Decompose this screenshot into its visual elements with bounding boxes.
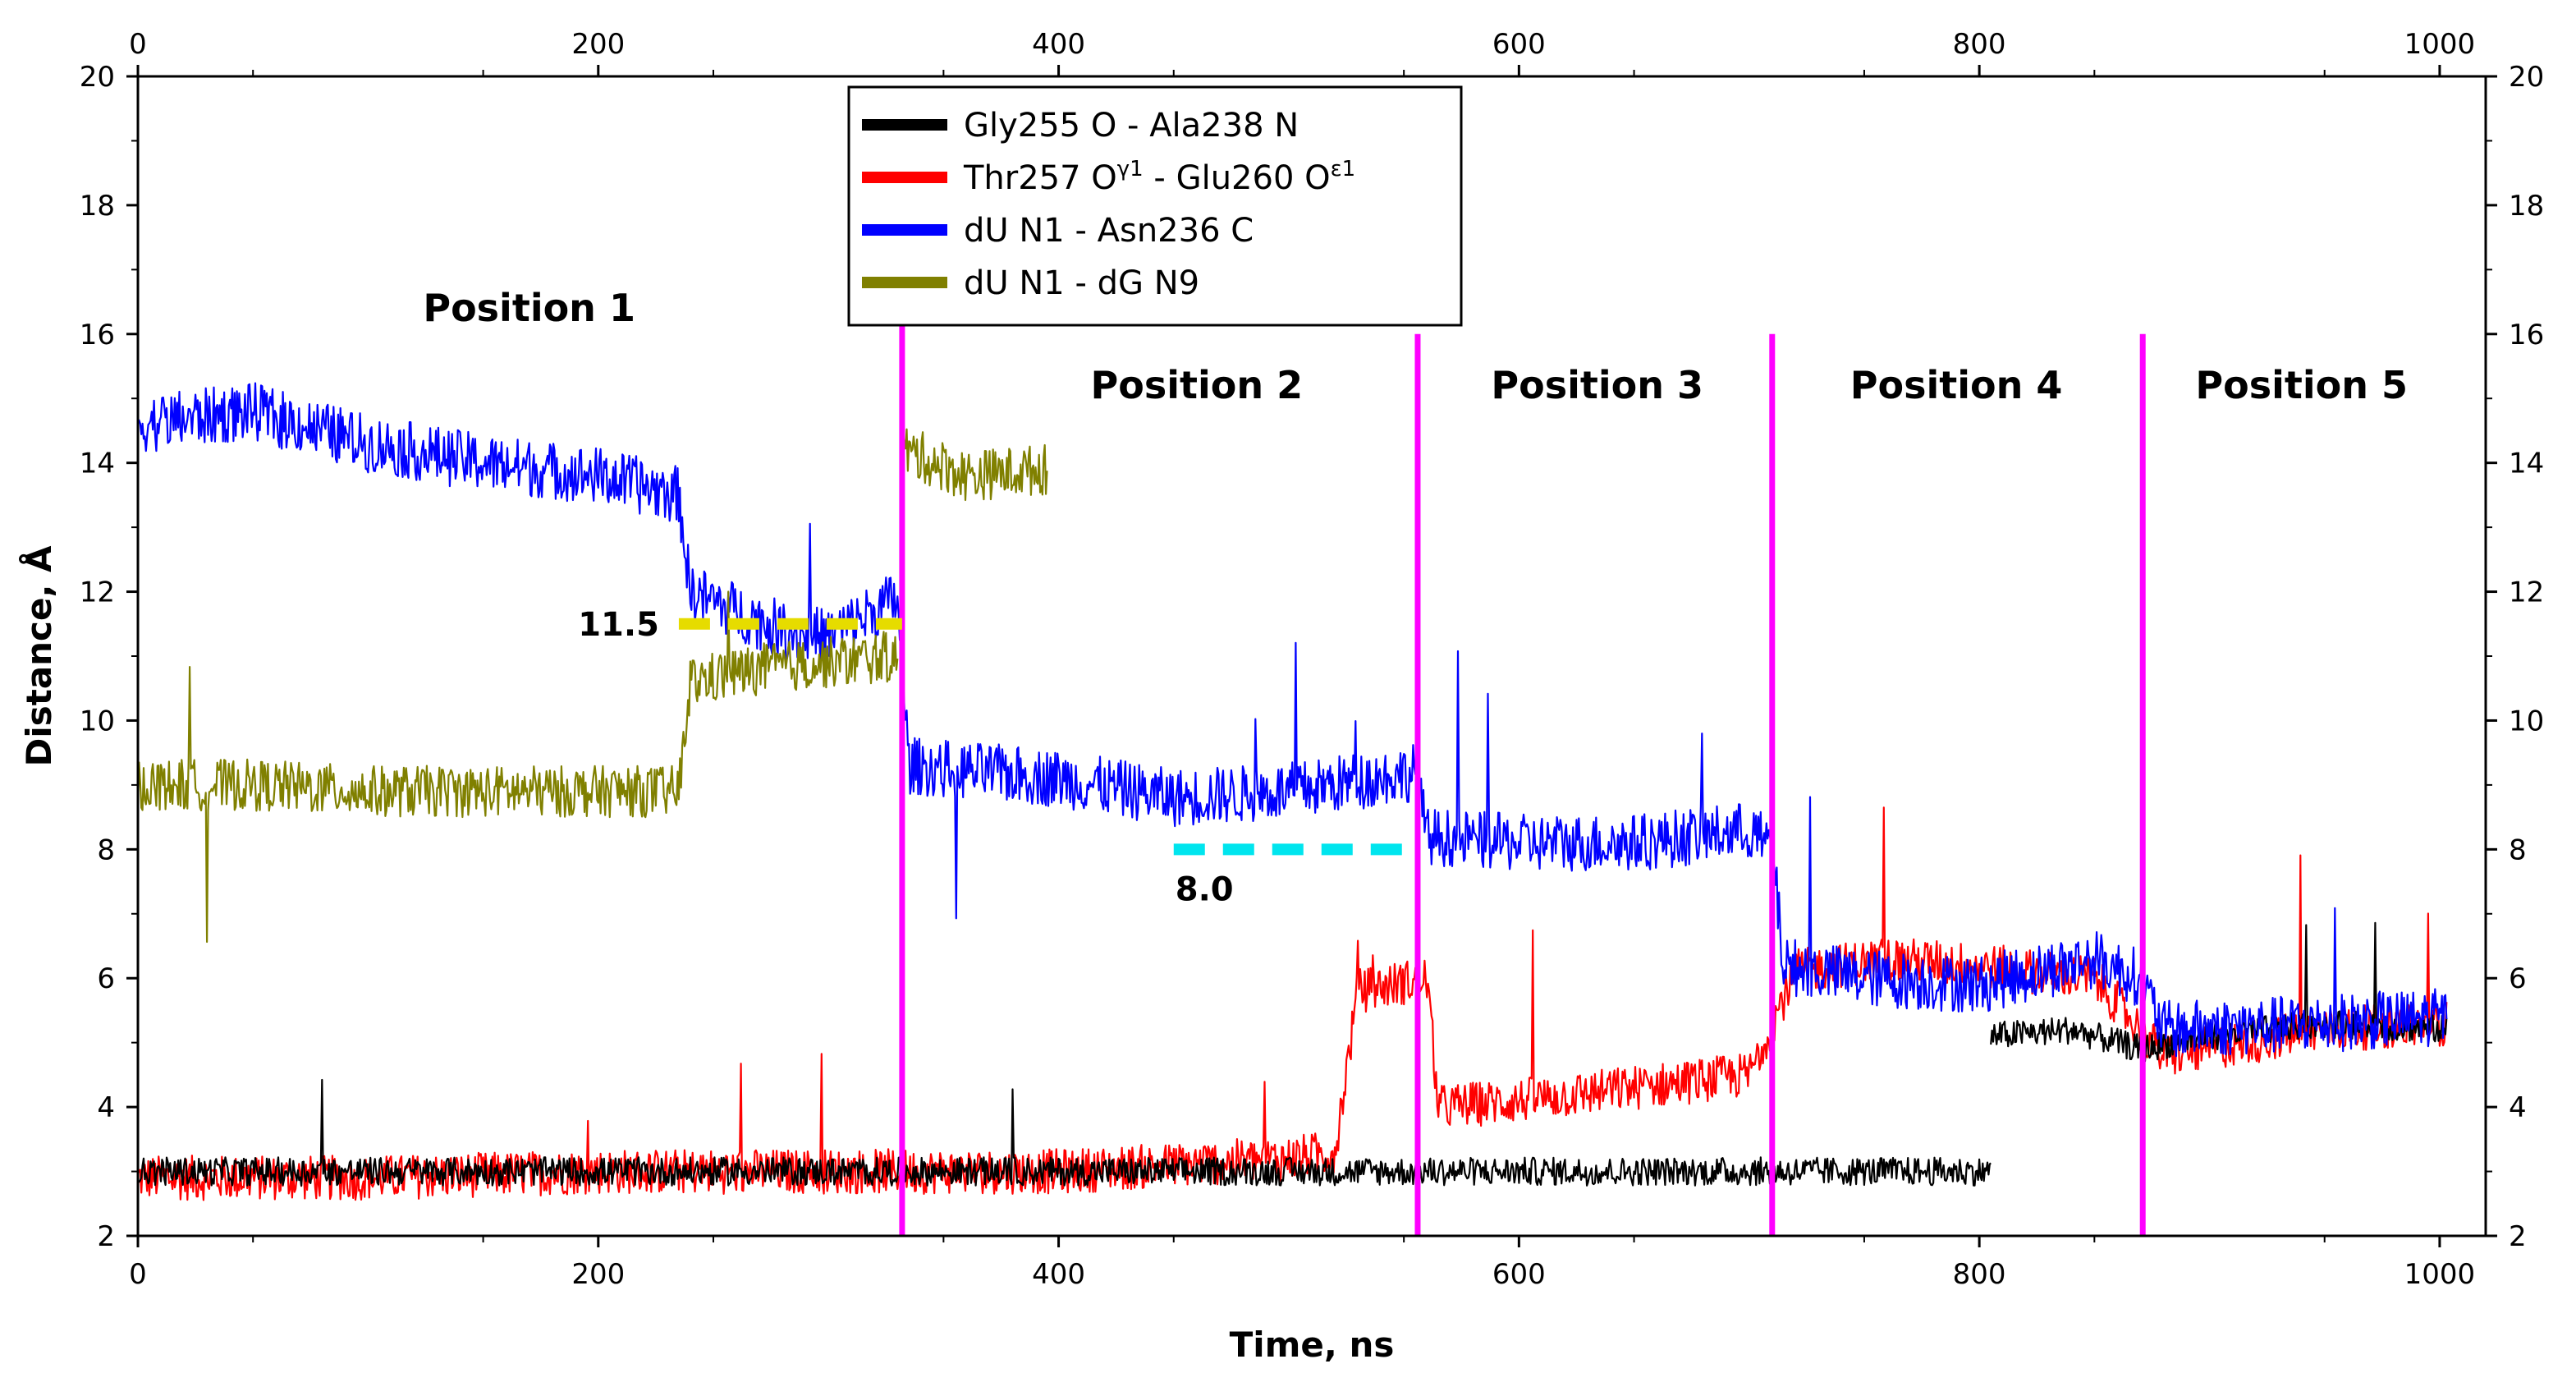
x-tick-label-top-1: 200 bbox=[571, 28, 625, 61]
y-tick-label-right-9: 20 bbox=[2509, 61, 2544, 94]
x-tick-label-top-3: 600 bbox=[1492, 28, 1546, 61]
x-tick-label-bottom-3: 600 bbox=[1492, 1258, 1546, 1291]
x-tick-label-top-2: 400 bbox=[1032, 28, 1085, 61]
region-labels: Position 1 Position 2 Position 3 Position 4… bbox=[423, 286, 2408, 407]
x-axis-label: Time, ns bbox=[1230, 1325, 1395, 1365]
legend: Gly255 O - Ala238 N Thr257 Oγ1 - Glu260 O… bbox=[847, 85, 1463, 327]
region-label-1: Position 1 bbox=[423, 286, 635, 330]
series-3-segment-0-trace bbox=[136, 590, 899, 944]
y-tick-label-left-8: 18 bbox=[80, 190, 115, 223]
region-label-3: Position 3 bbox=[1491, 363, 1703, 407]
y-tick-label-left-6: 14 bbox=[80, 448, 115, 480]
y-tick-label-right-7: 16 bbox=[2509, 319, 2544, 351]
series-3-segment-1-trace bbox=[903, 428, 1048, 502]
y-tick-label-left-5: 12 bbox=[80, 576, 115, 609]
x-tick-label-top-4: 800 bbox=[1953, 28, 2006, 61]
y-tick-label-left-4: 10 bbox=[80, 705, 115, 737]
y-tick-label-right-1: 4 bbox=[2509, 1091, 2527, 1124]
series-2-segment-0-trace bbox=[137, 382, 2448, 1058]
legend-label-0: Gly255 O - Ala238 N bbox=[964, 107, 1299, 145]
legend-label-3: dU N1 - dG N9 bbox=[964, 264, 1199, 302]
y-tick-label-right-2: 6 bbox=[2509, 962, 2527, 995]
y-tick-label-right-3: 8 bbox=[2509, 833, 2527, 866]
y-tick-label-left-2: 6 bbox=[97, 962, 115, 995]
y-tick-label-right-4: 10 bbox=[2509, 705, 2544, 737]
series-1-segment-0-trace bbox=[137, 806, 2448, 1201]
legend-label-2: dU N1 - Asn236 C bbox=[964, 212, 1254, 250]
y-tick-label-right-8: 18 bbox=[2509, 190, 2544, 223]
x-tick-label-top-5: 1000 bbox=[2404, 28, 2476, 61]
region-label-4: Position 4 bbox=[1850, 363, 2063, 407]
x-tick-label-bottom-4: 800 bbox=[1953, 1258, 2006, 1291]
reference-label-2: 8.0 bbox=[1176, 870, 1234, 908]
reference-lines: 11.5 8.0 bbox=[578, 606, 1418, 908]
region-label-2: Position 2 bbox=[1091, 363, 1304, 407]
x-tick-label-bottom-5: 1000 bbox=[2404, 1258, 2476, 1291]
region-label-5: Position 5 bbox=[2195, 363, 2408, 407]
x-tick-label-bottom-2: 400 bbox=[1032, 1258, 1085, 1291]
y-tick-label-right-0: 2 bbox=[2509, 1220, 2527, 1253]
series-0-segment-0-trace bbox=[137, 1078, 1992, 1187]
x-tick-label-bottom-0: 0 bbox=[129, 1258, 147, 1291]
x-tick-label-bottom-1: 200 bbox=[571, 1258, 625, 1291]
y-tick-label-right-6: 14 bbox=[2509, 448, 2544, 480]
reference-label-1: 11.5 bbox=[578, 606, 659, 644]
legend-label-1: Thr257 Oγ1 - Glu260 Oε1 bbox=[963, 157, 1355, 197]
y-tick-label-left-1: 4 bbox=[97, 1091, 115, 1124]
y-tick-label-left-7: 16 bbox=[80, 319, 115, 351]
y-tick-label-left-3: 8 bbox=[97, 833, 115, 866]
x-tick-label-top-0: 0 bbox=[129, 28, 147, 61]
axes: 0 0 200 200 400 400 600 600 800 800 1000 1000 2 2 4 4 6 6… bbox=[80, 28, 2545, 1291]
series-traces bbox=[136, 382, 2448, 1201]
y-axis-label: Distance, Å bbox=[18, 545, 59, 767]
legend-box bbox=[847, 85, 1463, 327]
y-tick-label-left-9: 20 bbox=[80, 61, 115, 94]
position-dividers bbox=[899, 308, 2146, 1236]
y-tick-label-left-0: 2 bbox=[97, 1220, 115, 1253]
y-tick-label-right-5: 12 bbox=[2509, 576, 2544, 609]
